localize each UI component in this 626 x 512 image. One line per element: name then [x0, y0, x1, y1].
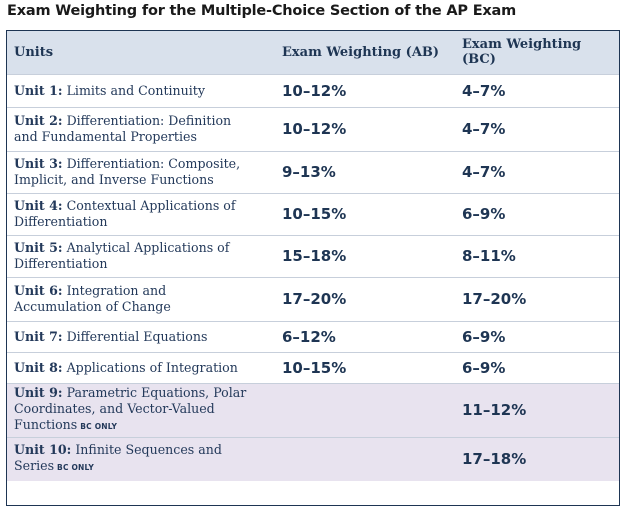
unit-description: Unit 4: Contextual Applications of Differ…: [14, 198, 275, 230]
bc-weighting: 17–18%: [455, 436, 619, 481]
page-title: Exam Weighting for the Multiple-Choice S…: [7, 3, 517, 19]
weighting-table: Units Exam Weighting (AB) Exam Weighting…: [7, 31, 619, 481]
table-row: Unit 6: Integration and Accumulation of C…: [7, 276, 619, 321]
unit-description: Unit 2: Differentiation: Definition and F…: [14, 113, 275, 145]
unit-title-line-1: Differentiation: Definition: [66, 113, 232, 128]
table-row: Unit 9: Parametric Equations, Polar Coord…: [7, 382, 619, 437]
unit-title-line-1: Differential Equations: [66, 328, 208, 344]
ab-weighting: 15–18%: [275, 234, 455, 277]
header-units: Units: [7, 31, 275, 75]
exam-weighting-table: Units Exam Weighting (AB) Exam Weighting…: [6, 30, 620, 506]
table-header-row: Units Exam Weighting (AB) Exam Weighting…: [7, 31, 619, 75]
bc-weighting: 4–7%: [455, 150, 619, 193]
table-body: Unit 1: Limits and Continuity 10–12% 4–7% U…: [7, 73, 619, 481]
unit-title-line-2: Accumulation of Change: [14, 299, 171, 314]
ab-weighting: 6–12%: [275, 320, 455, 352]
bc-weighting: 6–9%: [455, 192, 619, 235]
unit-cell: Unit 9: Parametric Equations, Polar Coord…: [7, 382, 275, 437]
unit-description: Unit 3: Differentiation: Composite, Impli…: [14, 156, 275, 188]
table-row: Unit 4: Contextual Applications of Differ…: [7, 192, 619, 235]
unit-description: Unit 5: Analytical Applications of Differ…: [14, 240, 275, 272]
unit-title-line-2: Differentiation: [14, 214, 108, 229]
ab-weighting: [275, 436, 455, 481]
unit-number: Unit 6:: [14, 283, 63, 298]
table-row: Unit 2: Differentiation: Definition and F…: [7, 106, 619, 151]
unit-cell: Unit 10: Infinite Sequences and Series BC …: [7, 436, 275, 481]
unit-description: Unit 1: Limits and Continuity: [14, 83, 275, 99]
unit-title-line-1: Limits and Continuity: [66, 82, 205, 98]
ab-weighting: [275, 382, 455, 437]
unit-number: Unit 8:: [14, 359, 63, 375]
table-row: Unit 1: Limits and Continuity 10–12% 4–7%: [7, 73, 619, 107]
bc-weighting: 4–7%: [455, 73, 619, 107]
bc-weighting: 17–20%: [455, 276, 619, 321]
unit-title-line-1: Contextual Applications of: [66, 198, 236, 213]
unit-number: Unit 7:: [14, 328, 63, 344]
unit-title-line-1: Parametric Equations, Polar: [66, 385, 247, 400]
unit-number: Unit 1:: [14, 82, 63, 98]
unit-number: Unit 2:: [14, 113, 63, 128]
unit-title-line-2: Series: [14, 458, 55, 474]
unit-title-line-2: Implicit, and Inverse Functions: [14, 172, 214, 187]
unit-title-line-1: Applications of Integration: [66, 359, 238, 375]
table-row: Unit 8: Applications of Integration 10–15…: [7, 351, 619, 383]
bc-weighting: 8–11%: [455, 234, 619, 277]
unit-description: Unit 9: Parametric Equations, Polar Coord…: [14, 385, 275, 435]
unit-title-line-1: Integration and: [66, 283, 167, 298]
unit-cell: Unit 5: Analytical Applications of Differ…: [7, 234, 275, 277]
unit-title-line-2: Coordinates, and Vector-Valued: [14, 401, 215, 416]
unit-number: Unit 3:: [14, 156, 63, 171]
bc-weighting: 4–7%: [455, 106, 619, 151]
unit-cell: Unit 6: Integration and Accumulation of C…: [7, 276, 275, 321]
ab-weighting: 10–12%: [275, 73, 455, 107]
unit-description: Unit 7: Differential Equations: [14, 329, 275, 345]
unit-number: Unit 10:: [14, 442, 72, 458]
table-row: Unit 10: Infinite Sequences and Series BC …: [7, 436, 619, 481]
unit-title-line-1: Infinite Sequences and: [75, 442, 222, 458]
ab-weighting: 17–20%: [275, 276, 455, 321]
unit-title-line-1: Differentiation: Composite,: [66, 156, 241, 171]
unit-cell: Unit 3: Differentiation: Composite, Impli…: [7, 150, 275, 193]
header-bc: Exam Weighting (BC): [455, 31, 619, 75]
unit-title-line-2: Differentiation: [14, 256, 108, 271]
unit-number: Unit 9:: [14, 385, 63, 400]
bc-only-tag: BC ONLY: [80, 422, 118, 431]
unit-title-line-3: Functions: [14, 417, 78, 432]
unit-description: Unit 10: Infinite Sequences and Series BC …: [14, 442, 275, 476]
ab-weighting: 10–12%: [275, 106, 455, 151]
table-row: Unit 7: Differential Equations 6–12% 6–9%: [7, 320, 619, 352]
table-row: Unit 3: Differentiation: Composite, Impli…: [7, 150, 619, 193]
bc-weighting: 6–9%: [455, 351, 619, 383]
unit-title-line-1: Analytical Applications of: [66, 240, 230, 255]
unit-description: Unit 6: Integration and Accumulation of C…: [14, 283, 275, 315]
table-row: Unit 5: Analytical Applications of Differ…: [7, 234, 619, 277]
unit-description: Unit 8: Applications of Integration: [14, 360, 275, 376]
bc-only-tag: BC ONLY: [57, 463, 94, 473]
unit-cell: Unit 4: Contextual Applications of Differ…: [7, 192, 275, 235]
unit-cell: Unit 7: Differential Equations: [7, 320, 275, 352]
unit-cell: Unit 2: Differentiation: Definition and F…: [7, 106, 275, 151]
unit-cell: Unit 1: Limits and Continuity: [7, 73, 275, 107]
unit-title-line-2: and Fundamental Properties: [14, 129, 197, 144]
header-ab: Exam Weighting (AB): [275, 31, 455, 75]
unit-number: Unit 4:: [14, 198, 63, 213]
bc-weighting: 6–9%: [455, 320, 619, 352]
ab-weighting: 10–15%: [275, 192, 455, 235]
ab-weighting: 10–15%: [275, 351, 455, 383]
bc-weighting: 11–12%: [455, 382, 619, 437]
unit-cell: Unit 8: Applications of Integration: [7, 351, 275, 383]
unit-number: Unit 5:: [14, 240, 63, 255]
ab-weighting: 9–13%: [275, 150, 455, 193]
